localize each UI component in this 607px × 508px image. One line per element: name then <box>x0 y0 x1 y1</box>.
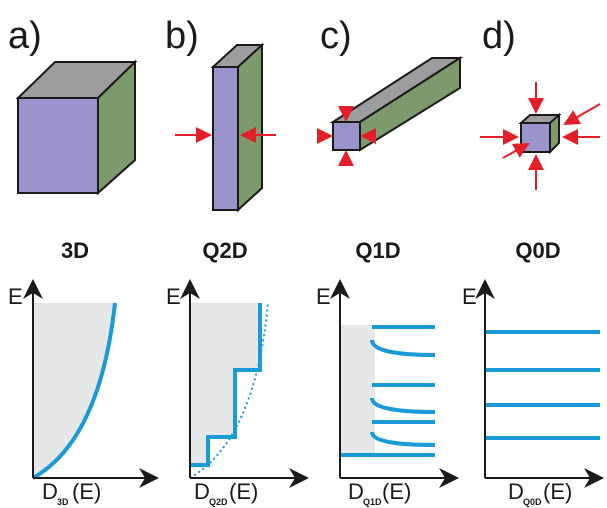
x-axis-argument: (E) <box>229 479 258 504</box>
y-axis-label: E <box>462 284 477 309</box>
panel-label: d) <box>482 15 516 57</box>
quantum-wire <box>318 58 460 166</box>
panel-title: Q1D <box>355 238 400 263</box>
panel-title: Q2D <box>202 238 247 263</box>
shape <box>550 115 559 152</box>
shape <box>485 332 600 438</box>
shape <box>33 303 115 478</box>
shape <box>190 303 260 465</box>
shape <box>238 45 262 210</box>
x-axis-argument: (E) <box>382 479 411 504</box>
dos-q0d <box>485 283 600 478</box>
x-axis-argument: (E) <box>543 479 572 504</box>
x-axis-subscript: Q1D <box>363 497 382 507</box>
panel-title: 3D <box>61 238 89 263</box>
dos-diagram: a) b) c) d) 3D Q2D Q1D Q0D E E E E D 3D … <box>0 0 607 508</box>
x-axis-symbol: D <box>42 479 58 504</box>
bulk-cube <box>18 62 135 193</box>
panel-label: a) <box>8 15 42 57</box>
x-axis-symbol: D <box>194 479 210 504</box>
dos-3d <box>33 283 155 478</box>
shape <box>333 122 360 150</box>
y-axis-label: E <box>166 284 181 309</box>
arrow <box>565 104 600 124</box>
panel-label: b) <box>165 15 199 57</box>
dos-q1d <box>340 283 455 478</box>
x-axis-symbol: D <box>508 479 524 504</box>
shape <box>18 98 98 193</box>
quantum-dot <box>480 82 600 190</box>
shape <box>340 325 375 455</box>
x-axis-argument: (E) <box>72 479 101 504</box>
shape <box>213 67 238 210</box>
y-axis-label: E <box>316 284 331 309</box>
panel-title: Q0D <box>515 238 560 263</box>
quantum-well <box>175 45 276 210</box>
x-axis-symbol: D <box>348 479 364 504</box>
y-axis-label: E <box>8 284 23 309</box>
shape <box>521 123 550 152</box>
x-axis-subscript: 3D <box>57 497 69 507</box>
x-axis-subscript: Q2D <box>209 497 228 507</box>
x-axis-subscript: Q0D <box>523 497 542 507</box>
dos-q2d <box>190 283 305 478</box>
panel-label: c) <box>320 15 352 57</box>
